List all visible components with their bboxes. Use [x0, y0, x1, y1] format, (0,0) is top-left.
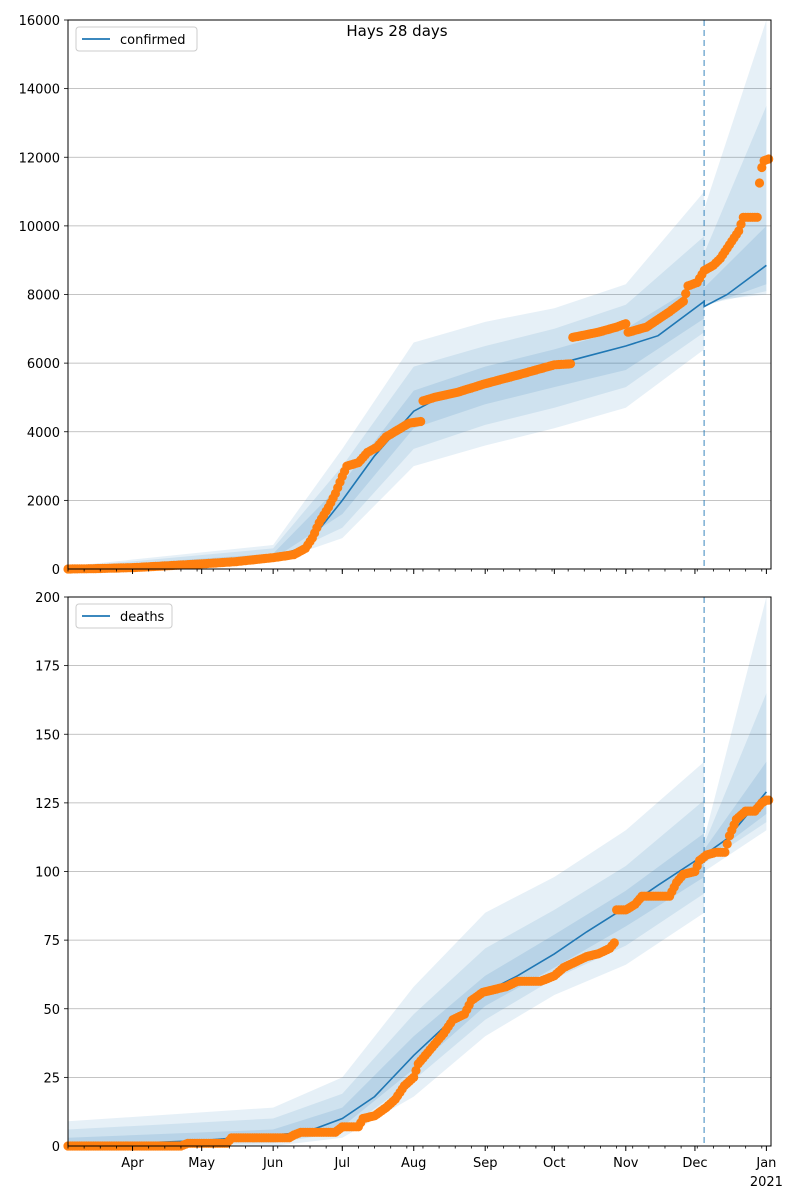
y-tick-label: 75	[43, 934, 60, 949]
observed-point	[409, 1072, 419, 1082]
x-tick-label: Sep	[473, 1156, 498, 1171]
observed-point	[678, 296, 689, 306]
y-tick-label: 14000	[19, 83, 60, 98]
y-tick-label: 16000	[19, 14, 60, 29]
observed-point	[754, 178, 765, 188]
observed-point	[681, 289, 691, 299]
y-tick-label: 8000	[27, 289, 60, 304]
legend-box	[75, 603, 173, 629]
y-tick-label: 175	[35, 660, 60, 675]
observed-point	[722, 839, 732, 849]
band-middle	[68, 105, 767, 570]
y-tick-label: 12000	[19, 151, 60, 166]
x-tick-label: Nov	[613, 1156, 639, 1171]
chart-title: Hays 28 days	[346, 22, 447, 40]
y-tick-label: 4000	[27, 426, 60, 441]
y-tick-label: 100	[35, 866, 60, 881]
band-outer	[68, 20, 767, 569]
y-tick-label: 200	[35, 591, 60, 606]
observed-point	[416, 416, 426, 427]
x-year-label: 2021	[750, 1175, 783, 1190]
x-tick-label: Jan	[755, 1156, 776, 1171]
x-tick-label: Oct	[543, 1156, 565, 1171]
confirmed-panel: 0 2000 4000 6000 8000 10000 12000 14000 16000 con…	[19, 14, 774, 578]
legend-box	[75, 26, 198, 52]
legend-label: deaths	[120, 610, 165, 625]
x-tick-label: Dec	[682, 1156, 707, 1171]
band-middle	[68, 693, 767, 1146]
y-tick-label: 25	[43, 1071, 60, 1086]
y-tick-label: 125	[35, 797, 60, 812]
x-axis-labels: Apr May Jun Jul Aug Sep Oct Nov Dec Jan 2021	[121, 1156, 783, 1190]
observed-point	[752, 212, 762, 222]
y-tick-label: 2000	[27, 494, 60, 509]
band-inner	[68, 225, 767, 569]
y-tick-label: 6000	[27, 357, 60, 372]
observed-point	[764, 154, 774, 164]
plot-frame	[67, 596, 772, 1147]
observed-point	[621, 319, 631, 329]
y-tick-label: 150	[35, 728, 60, 743]
observed-point	[565, 359, 576, 369]
plot-frame	[67, 19, 772, 570]
deaths-panel: 0 25 50 75 100 125 150 175 200 deaths	[35, 591, 774, 1155]
y-tick-label: 50	[43, 1003, 60, 1018]
legend: deaths	[75, 603, 173, 629]
x-tick-label: Jun	[262, 1156, 283, 1171]
x-tick-label: Apr	[121, 1156, 144, 1171]
legend-label: confirmed	[120, 33, 186, 48]
y-tick-label: 10000	[19, 220, 60, 235]
y-tick-label: 0	[52, 1140, 60, 1155]
x-tick-label: May	[188, 1156, 215, 1171]
observed-point	[764, 795, 774, 805]
x-tick-label: Aug	[401, 1156, 426, 1171]
y-tick-label: 0	[52, 563, 60, 578]
observed-point	[720, 847, 730, 857]
band-outer	[68, 597, 767, 1146]
observed-point	[609, 938, 619, 948]
legend: confirmed	[75, 26, 198, 52]
x-tick-label: Jul	[333, 1156, 350, 1171]
